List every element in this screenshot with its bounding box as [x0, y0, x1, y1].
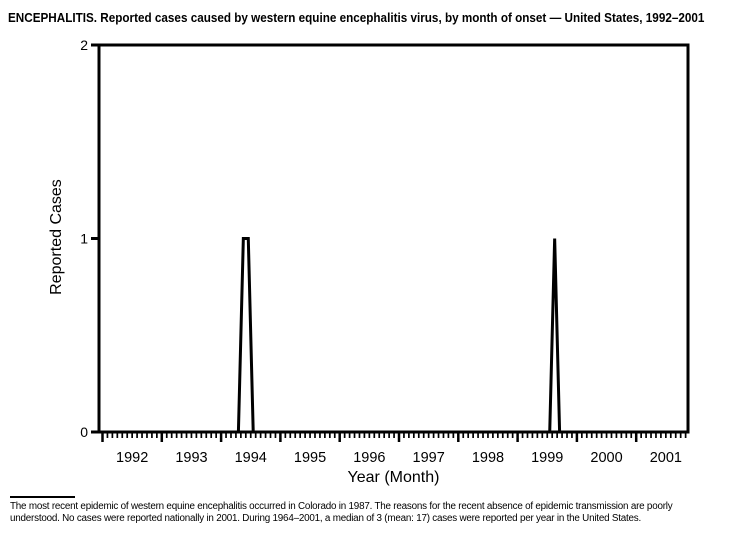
- x-axis-label: Year (Month): [347, 469, 440, 486]
- x-year-label: 1999: [531, 450, 563, 466]
- chart-title: ENCEPHALITIS. Reported cases caused by w…: [8, 10, 705, 25]
- x-year-label: 1997: [413, 450, 445, 466]
- y-axis-label: Reported Cases: [48, 179, 65, 295]
- data-line: [99, 237, 687, 434]
- y-tick-label: 2: [80, 37, 88, 53]
- x-year-label: 1996: [353, 450, 385, 466]
- x-year-label: 1994: [235, 450, 267, 466]
- y-tick-label: 1: [80, 231, 88, 247]
- x-year-label: 2000: [590, 450, 622, 466]
- footnote-line: understood. No cases were reported natio…: [10, 513, 642, 524]
- footnote-rule: [10, 496, 75, 498]
- x-year-label: 1998: [472, 450, 504, 466]
- x-year-label: 1995: [294, 450, 326, 466]
- y-tick-label: 0: [80, 424, 88, 440]
- x-year-label: 1992: [116, 450, 148, 466]
- x-year-label: 2001: [650, 450, 682, 466]
- footnote-line: The most recent epidemic of western equi…: [10, 501, 673, 512]
- plot-border: [97, 43, 690, 434]
- x-year-label: 1993: [175, 450, 207, 466]
